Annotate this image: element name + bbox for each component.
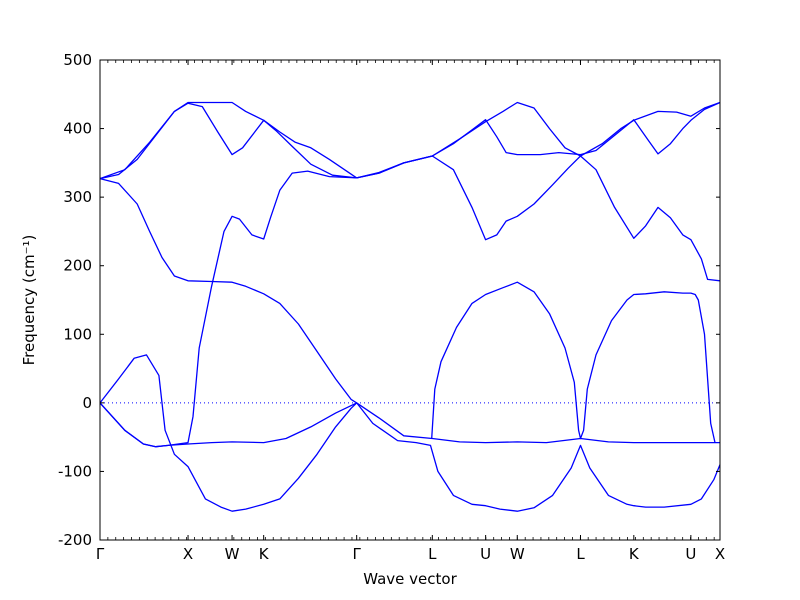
band-line-8	[431, 281, 716, 443]
y-tick-label: 200	[63, 257, 92, 275]
x-tick-label: U	[480, 545, 491, 563]
x-tick-label: Γ	[353, 545, 362, 563]
x-axis-label: Wave vector	[363, 570, 457, 588]
y-tick-label: -200	[58, 531, 92, 549]
x-tick-label: L	[428, 545, 437, 563]
x-tick-label: X	[715, 545, 725, 563]
x-tick-label: U	[685, 545, 696, 563]
band-line-2	[99, 101, 721, 180]
plot-frame	[99, 59, 721, 541]
band-line-7	[356, 402, 721, 512]
y-tick-label: 400	[63, 120, 92, 138]
y-tick-label: 100	[63, 325, 92, 343]
x-tick-label: Γ	[96, 545, 105, 563]
series-layer	[99, 101, 721, 512]
y-axis-label: Frequency (cm⁻¹)	[20, 235, 38, 366]
x-tick-label: K	[629, 545, 640, 563]
x-tick-label: K	[259, 545, 270, 563]
tick-layer: -200 -100 0 100 200 300 400 500 Γ X W K Γ L U W L K U X	[58, 51, 725, 563]
x-tick-label: L	[576, 545, 585, 563]
x-tick-label: W	[510, 545, 525, 563]
y-tick-label: 500	[63, 51, 92, 69]
y-tick-label: 0	[82, 394, 92, 412]
band-line-4	[99, 354, 358, 512]
band-line-3	[99, 177, 358, 404]
x-tick-label: X	[183, 545, 193, 563]
x-tick-label: W	[225, 545, 240, 563]
band-line-6	[99, 155, 721, 448]
y-tick-label: -100	[58, 462, 92, 480]
y-tick-label: 300	[63, 188, 92, 206]
